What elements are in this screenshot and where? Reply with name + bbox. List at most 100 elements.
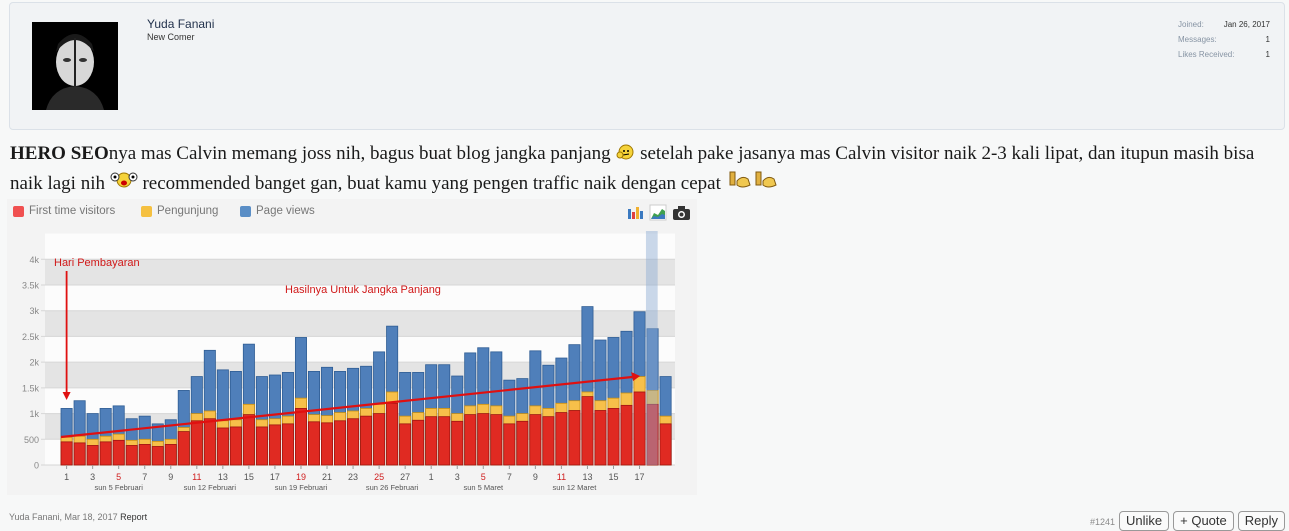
legend-swatch xyxy=(13,205,24,217)
x-tick-label: 19 xyxy=(296,472,306,482)
avatar[interactable] xyxy=(32,22,118,110)
bar-first-time-visitors xyxy=(542,416,555,466)
x-tick-label: 15 xyxy=(608,472,618,482)
unlike-button[interactable]: Unlike xyxy=(1119,511,1170,531)
x-tick-label: 5 xyxy=(116,472,121,482)
trend-arrowhead xyxy=(631,372,641,381)
thumbs-up-icon xyxy=(726,169,780,200)
bar-first-time-visitors xyxy=(425,416,438,466)
bar-first-time-visitors xyxy=(242,414,255,466)
post-number[interactable]: #1241 xyxy=(1089,517,1115,527)
bar-first-time-visitors xyxy=(334,420,347,466)
area-chart-icon[interactable] xyxy=(649,204,667,221)
message-bold: HERO SEO xyxy=(10,143,109,164)
y-tick-label: 3k xyxy=(29,306,39,316)
bar-first-time-visitors xyxy=(229,426,242,466)
annotation-hari-pembayaran: Hari Pembayaran xyxy=(54,257,140,269)
bar-first-time-visitors xyxy=(503,423,516,466)
x-tick-label: 7 xyxy=(507,472,512,482)
legend-page-views[interactable]: Page views xyxy=(240,205,315,217)
bar-first-time-visitors xyxy=(281,423,294,466)
week-label: sun 26 Februari xyxy=(366,483,419,492)
grid-band xyxy=(45,310,675,337)
user-stats: Joined: Jan 26, 2017 Messages: 1 Likes Rec… xyxy=(1178,17,1270,62)
grid-band xyxy=(45,387,675,414)
x-tick-label: 1 xyxy=(64,472,69,482)
message-part-3: recommended banget gan, buat kamu yang p… xyxy=(137,172,721,194)
bar-chart-icon[interactable] xyxy=(628,207,643,219)
post-author-date[interactable]: Yuda Fanani, Mar 18, 2017 xyxy=(9,512,118,522)
bar-first-time-visitors xyxy=(164,444,177,466)
bar-first-time-visitors xyxy=(125,445,138,466)
bar-first-time-visitors xyxy=(399,423,412,466)
thinking-smiley-icon xyxy=(615,141,635,169)
legend-pengunjung[interactable]: Pengunjung xyxy=(141,205,218,217)
bar-first-time-visitors xyxy=(99,441,112,466)
bar-first-time-visitors xyxy=(203,418,216,466)
user-info-box: Yuda Fanani New Comer Joined: Jan 26, 201… xyxy=(9,2,1285,130)
legend-label: First time visitors xyxy=(29,205,116,217)
x-tick-label: 17 xyxy=(270,472,280,482)
bar-first-time-visitors xyxy=(555,412,568,466)
y-tick-label: 2.5k xyxy=(22,332,40,342)
bar-first-time-visitors xyxy=(607,408,620,466)
bar-first-time-visitors xyxy=(347,418,360,466)
bar-first-time-visitors xyxy=(659,423,672,466)
y-tick-label: 4k xyxy=(29,255,39,265)
stat-likes: Likes Received: 1 xyxy=(1178,47,1270,62)
bar-first-time-visitors xyxy=(138,444,151,466)
bar-first-time-visitors xyxy=(294,408,307,466)
bar-first-time-visitors xyxy=(151,446,164,466)
x-tick-label: 9 xyxy=(168,472,173,482)
y-tick-label: 500 xyxy=(24,435,39,445)
bar-first-time-visitors xyxy=(633,391,646,466)
username[interactable]: Yuda Fanani xyxy=(147,17,215,31)
week-label: sun 12 Februari xyxy=(184,483,237,492)
bar-first-time-visitors xyxy=(581,396,594,466)
report-link[interactable]: Report xyxy=(120,512,148,522)
x-tick-label: 13 xyxy=(218,472,228,482)
reply-button[interactable]: Reply xyxy=(1237,511,1285,531)
stat-label: Joined: xyxy=(1178,20,1204,29)
y-tick-label: 1k xyxy=(29,409,39,419)
chart-canvas: Hari Pembayaran Hasilnya Untuk Jangka Pan… xyxy=(22,204,690,492)
grid-band xyxy=(45,259,675,285)
stat-joined: Joined: Jan 26, 2017 xyxy=(1178,17,1270,32)
legend-swatch xyxy=(141,205,152,217)
x-tick-label: 27 xyxy=(400,472,410,482)
week-label: sun 5 Maret xyxy=(463,483,504,492)
bar-first-time-visitors xyxy=(177,431,190,466)
week-label: sun 19 Februari xyxy=(275,483,328,492)
crazy-smiley-icon xyxy=(110,170,138,198)
stat-label: Likes Received: xyxy=(1178,50,1235,59)
x-tick-label: 5 xyxy=(481,472,486,482)
legend-first-time-visitors[interactable]: First time visitors xyxy=(13,205,115,217)
camera-icon[interactable] xyxy=(673,206,690,220)
bar-first-time-visitors xyxy=(490,414,503,466)
bar-first-time-visitors xyxy=(568,410,581,466)
legend-label: Pengunjung xyxy=(157,205,219,217)
bar-first-time-visitors xyxy=(646,403,659,466)
x-tick-label: 13 xyxy=(582,472,592,482)
bar-first-time-visitors xyxy=(438,416,451,466)
x-tick-label: 21 xyxy=(322,472,332,482)
hover-highlight xyxy=(645,231,658,465)
stat-value: 1 xyxy=(1265,50,1270,59)
y-tick-label: 1.5k xyxy=(22,383,40,393)
x-tick-label: 23 xyxy=(348,472,358,482)
quote-button[interactable]: + Quote xyxy=(1173,511,1234,531)
post-actions: #1241 Unlike + Quote Reply xyxy=(1090,511,1285,531)
stat-label: Messages: xyxy=(1178,35,1217,44)
x-tick-label: 9 xyxy=(533,472,538,482)
bar-first-time-visitors xyxy=(373,413,386,466)
week-label: sun 12 Maret xyxy=(553,483,598,492)
stat-value[interactable]: 1 xyxy=(1265,35,1270,44)
bar-first-time-visitors xyxy=(255,426,268,466)
grid-band xyxy=(45,362,675,388)
week-label: sun 5 Februari xyxy=(95,483,144,492)
grid-band xyxy=(45,233,675,260)
bar-first-time-visitors xyxy=(86,445,99,466)
x-tick-label: 1 xyxy=(429,472,434,482)
legend-swatch xyxy=(240,205,251,217)
x-tick-label: 15 xyxy=(244,472,254,482)
